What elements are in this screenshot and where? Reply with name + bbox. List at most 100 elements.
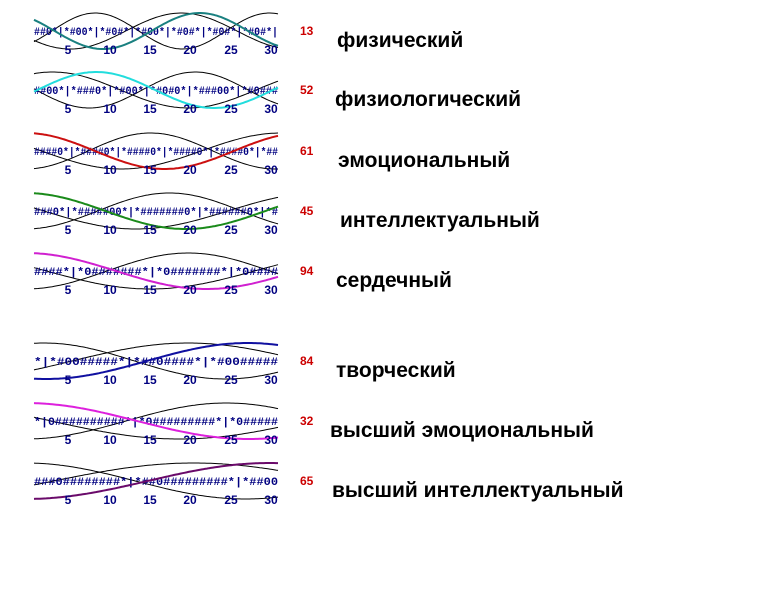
x-tick-label: 20 <box>183 283 197 297</box>
x-tick-label: 30 <box>264 43 278 57</box>
biorhythm-row: ####0*|*####0*|*####0*|*####0*|*####0*|*… <box>33 132 510 177</box>
reference-wave-1 <box>33 132 278 170</box>
value-label: 32 <box>300 414 314 428</box>
x-tick-label: 5 <box>65 493 72 507</box>
series-name: высший интеллектуальный <box>332 479 624 502</box>
code-strip: *|*#00#####*|*##0####*|*#00##### <box>34 357 278 369</box>
x-tick-label: 15 <box>143 283 157 297</box>
series-line <box>33 252 279 290</box>
x-tick-label: 10 <box>103 43 117 57</box>
x-tick-label: 5 <box>65 163 72 177</box>
x-tick-label: 15 <box>143 163 157 177</box>
series-line <box>33 462 278 500</box>
x-tick-label: 10 <box>103 493 117 507</box>
x-tick-label: 30 <box>264 163 278 177</box>
x-tick-label: 20 <box>183 102 197 116</box>
x-tick-label: 10 <box>103 102 117 116</box>
x-tick-label: 30 <box>264 283 278 297</box>
x-tick-label: 25 <box>224 373 238 387</box>
reference-wave-2 <box>33 132 279 170</box>
value-label: 45 <box>300 204 314 218</box>
biorhythm-row: ####*|*0#######*|*0#######*|*0#### 5 10 15 2… <box>33 252 452 297</box>
x-tick-label: 20 <box>183 43 197 57</box>
code-strip: ####*|*0#######*|*0#######*|*0#### <box>34 267 278 279</box>
series-line <box>33 342 279 380</box>
x-tick-label: 10 <box>103 223 117 237</box>
series-line <box>33 12 279 50</box>
reference-wave-2 <box>33 12 279 50</box>
x-tick-label: 30 <box>264 493 278 507</box>
x-tick-label: 10 <box>103 283 117 297</box>
biorhythm-row: ###0########*|*##0#########*|*##00 5 10 15 2… <box>33 462 624 507</box>
value-label: 84 <box>300 354 314 368</box>
x-tick-label: 15 <box>143 433 157 447</box>
x-tick-label: 10 <box>103 163 117 177</box>
series-name: эмоциональный <box>338 149 510 172</box>
x-tick-label: 25 <box>224 43 238 57</box>
reference-wave-2 <box>33 416 279 440</box>
series-line <box>33 132 279 170</box>
reference-wave-2 <box>33 264 279 290</box>
x-tick-label: 25 <box>224 283 238 297</box>
series-name: физический <box>337 29 463 52</box>
x-tick-label: 20 <box>183 373 197 387</box>
reference-wave-2 <box>33 342 279 371</box>
x-tick-label: 5 <box>65 283 72 297</box>
x-tick-label: 10 <box>103 433 117 447</box>
series-name: интеллектуальный <box>340 209 540 232</box>
x-tick-label: 30 <box>264 373 278 387</box>
series-name: физиологический <box>335 88 521 111</box>
x-tick-label: 5 <box>65 43 72 57</box>
x-tick-label: 10 <box>103 373 117 387</box>
x-tick-label: 15 <box>143 493 157 507</box>
x-tick-label: 25 <box>224 163 238 177</box>
x-tick-label: 20 <box>183 493 197 507</box>
x-tick-label: 25 <box>224 223 238 237</box>
biorhythm-row: ##00*|*###0*|*#00*|*#0#0*|*###00*|*#0###… <box>33 71 521 116</box>
code-strip: *|0##########*|*0#########*|*0##### <box>34 417 278 429</box>
series-name: высший эмоциональный <box>330 419 594 442</box>
biorhythm-row: ##0*|*#00*|*#0#*|*#00*|*#0#*|*#0#*|*#0#*… <box>33 12 463 57</box>
value-label: 61 <box>300 144 314 158</box>
code-strip: ##0*|*#00*|*#0#*|*#00*|*#0#*|*#0#*|*#0#*… <box>34 27 278 39</box>
x-tick-label: 25 <box>224 102 238 116</box>
code-strip: ###0########*|*##0#########*|*##00 <box>34 477 278 489</box>
biorhythm-row: ###0*|*#####00*|*#######0*|*######0*|*# 5… <box>33 192 540 237</box>
reference-wave-1 <box>33 342 279 380</box>
x-tick-label: 30 <box>264 102 278 116</box>
biorhythm-row: *|*#00#####*|*##0####*|*#00##### 5 10 15 20 2… <box>33 342 456 387</box>
x-tick-label: 5 <box>65 433 72 447</box>
x-tick-label: 20 <box>183 433 197 447</box>
x-tick-label: 20 <box>183 223 197 237</box>
value-label: 13 <box>300 24 314 38</box>
x-tick-label: 30 <box>264 223 278 237</box>
x-tick-label: 5 <box>65 373 72 387</box>
series-line <box>33 402 279 440</box>
x-tick-label: 20 <box>183 163 197 177</box>
biorhythm-row: *|0##########*|*0#########*|*0##### 5 10 15… <box>33 402 594 447</box>
series-line <box>33 71 279 109</box>
reference-wave-1 <box>33 71 279 109</box>
code-strip: ###0*|*#####00*|*#######0*|*######0*|*# <box>34 207 278 219</box>
x-tick-label: 15 <box>143 102 157 116</box>
value-label: 65 <box>300 474 314 488</box>
x-tick-label: 15 <box>143 223 157 237</box>
x-tick-label: 15 <box>143 43 157 57</box>
x-tick-label: 25 <box>224 433 238 447</box>
x-tick-label: 5 <box>65 223 72 237</box>
x-tick-label: 25 <box>224 493 238 507</box>
reference-wave-1 <box>34 402 279 440</box>
x-tick-label: 30 <box>264 433 278 447</box>
series-name: творческий <box>336 359 456 382</box>
series-line <box>33 192 279 230</box>
reference-wave-2 <box>33 196 279 230</box>
reference-wave-1 <box>33 252 279 290</box>
reference-wave-1 <box>33 462 279 500</box>
value-label: 94 <box>300 264 314 278</box>
x-tick-label: 15 <box>143 373 157 387</box>
x-tick-label: 5 <box>65 102 72 116</box>
value-label: 52 <box>300 83 314 97</box>
code-strip: ##00*|*###0*|*#00*|*#0#0*|*###00*|*#0### <box>34 86 278 98</box>
series-name: сердечный <box>336 269 452 292</box>
